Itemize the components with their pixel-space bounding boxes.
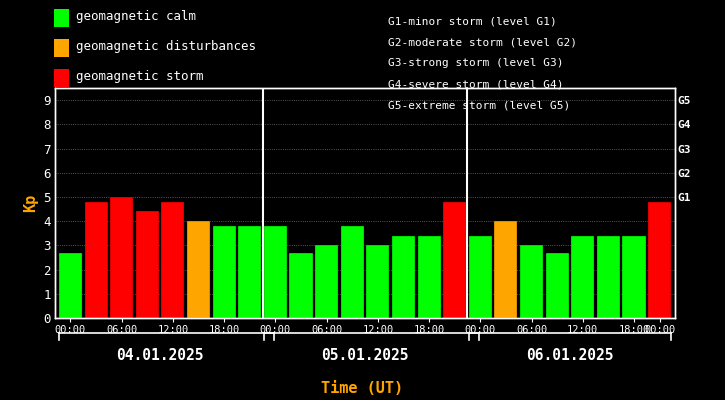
Bar [341, 226, 364, 318]
Bar [392, 236, 415, 318]
Bar [289, 253, 312, 318]
Bar [59, 253, 82, 318]
Bar [469, 236, 492, 318]
Bar [623, 236, 645, 318]
Bar [443, 202, 466, 318]
Bar [648, 202, 671, 318]
Text: G4-severe storm (level G4): G4-severe storm (level G4) [388, 80, 563, 90]
Bar [110, 197, 133, 318]
Text: G5-extreme storm (level G5): G5-extreme storm (level G5) [388, 101, 570, 111]
Text: geomagnetic calm: geomagnetic calm [76, 10, 196, 23]
Bar [597, 236, 620, 318]
Text: Time (UT): Time (UT) [321, 381, 404, 396]
Bar [162, 202, 184, 318]
Text: G2-moderate storm (level G2): G2-moderate storm (level G2) [388, 37, 577, 47]
Text: geomagnetic storm: geomagnetic storm [76, 70, 204, 83]
Bar [546, 253, 568, 318]
Y-axis label: Kp: Kp [23, 194, 38, 212]
Bar [520, 245, 543, 318]
Text: 06.01.2025: 06.01.2025 [526, 348, 613, 363]
Text: geomagnetic disturbances: geomagnetic disturbances [76, 40, 256, 53]
Bar [315, 245, 338, 318]
Text: G1-minor storm (level G1): G1-minor storm (level G1) [388, 16, 557, 26]
Bar [366, 245, 389, 318]
Text: 05.01.2025: 05.01.2025 [321, 348, 409, 363]
Bar [571, 236, 594, 318]
Bar [239, 226, 261, 318]
Bar [494, 221, 518, 318]
Bar [136, 212, 159, 318]
Text: G3-strong storm (level G3): G3-strong storm (level G3) [388, 58, 563, 68]
Bar [264, 226, 287, 318]
Bar [85, 202, 107, 318]
Bar [212, 226, 236, 318]
Bar [187, 221, 210, 318]
Bar [418, 236, 441, 318]
Text: 04.01.2025: 04.01.2025 [117, 348, 204, 363]
